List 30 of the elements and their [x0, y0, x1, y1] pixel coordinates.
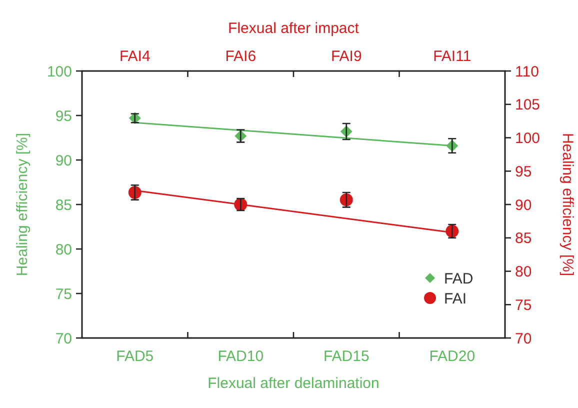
x-tick-label: FAD15 — [323, 348, 370, 365]
y2-tick-label: 85 — [515, 230, 532, 248]
y2-tick-label: 80 — [515, 264, 532, 280]
y2-tick-label: 95 — [515, 163, 532, 180]
y2-axis-title: Healing efficiency [%] — [559, 132, 576, 276]
y2-tick-label: 75 — [515, 296, 532, 314]
text: FAI9 — [330, 48, 362, 65]
text: FAI11 — [433, 48, 472, 65]
y-tick-label: 70 — [55, 330, 72, 348]
y-tick-label: 80 — [55, 241, 72, 258]
y-tick-label: 90 — [55, 152, 72, 170]
x2-axis-title: Flexual after impact — [228, 20, 360, 37]
y2-tick-label: 90 — [515, 196, 532, 214]
y-tick-label: 75 — [55, 286, 72, 303]
y-tick-label: 100 — [46, 63, 72, 80]
y2-tick-label: 110 — [515, 63, 539, 80]
x-tick-label: FAD20 — [429, 348, 476, 365]
legend-label: FAD — [444, 270, 474, 288]
y2-tick-label: 70 — [515, 330, 532, 348]
y-axis-title: Healing efficiency [%] — [14, 132, 31, 276]
y-tick-label: 85 — [55, 196, 72, 214]
y2-tick-label: 105 — [515, 96, 540, 114]
x-axis-title: Flexual after delamination — [208, 375, 380, 392]
y2-tick-label: 100 — [515, 130, 540, 147]
y-tick-label: 95 — [55, 108, 72, 125]
legend-label: FAI — [444, 290, 467, 308]
text: FAI4 — [119, 48, 150, 65]
text: FAI6 — [225, 48, 256, 65]
x-tick-label: FAD10 — [218, 348, 264, 365]
x-tick-label: FAD5 — [116, 348, 154, 365]
